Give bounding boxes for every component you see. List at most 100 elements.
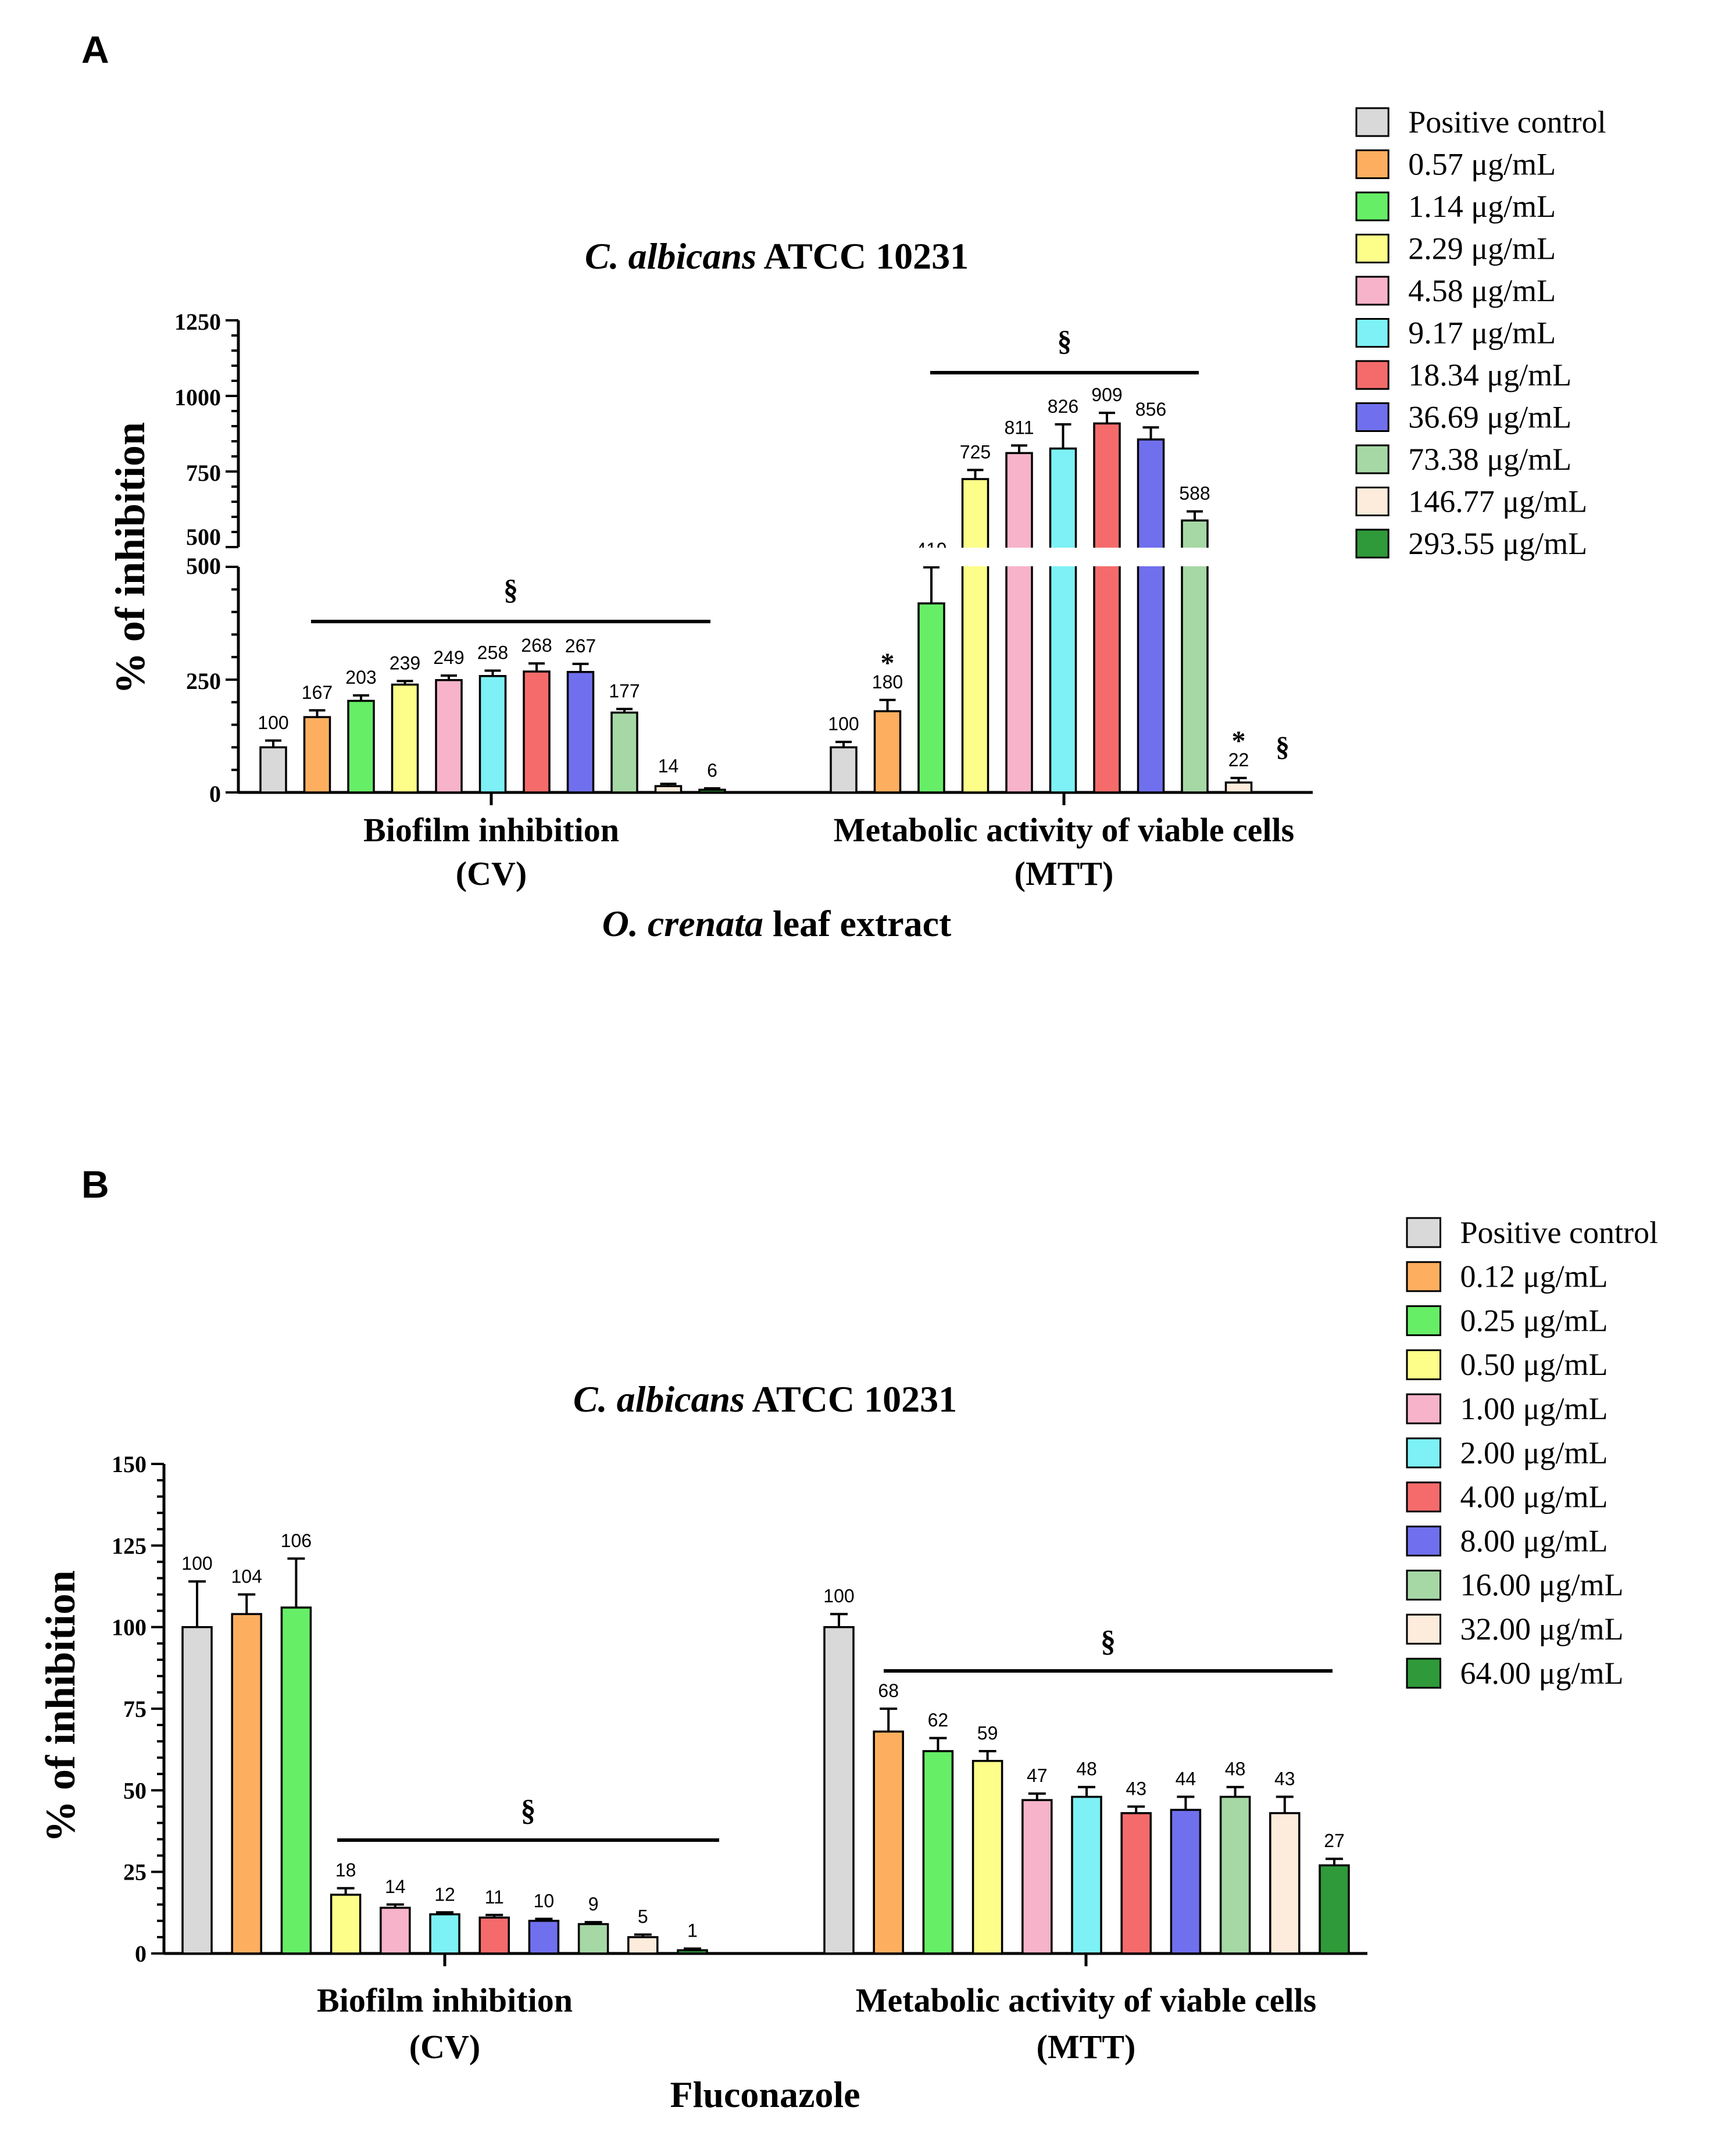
value-label-b-g1-6: 43 bbox=[1126, 1778, 1146, 1799]
bar-b-g1-0 bbox=[823, 1626, 855, 1955]
value-label-b-g0-10: 1 bbox=[687, 1920, 698, 1941]
panel-a-xlabel-italic: O. crenata bbox=[602, 903, 763, 944]
value-label-b-g1-0: 100 bbox=[823, 1585, 854, 1606]
value-label-a-g1-5: 826 bbox=[1048, 396, 1078, 417]
panel-b-legend-label-6: 4.00 μg/mL bbox=[1460, 1480, 1608, 1515]
panel-b-tick-label-75: 75 bbox=[123, 1696, 147, 1722]
bar-b-g0-7 bbox=[528, 1920, 560, 1955]
panel-b-legend-label-4: 1.00 μg/mL bbox=[1460, 1391, 1608, 1426]
panel-a-legend-label-4: 4.58 μg/mL bbox=[1408, 273, 1556, 308]
panel-b-legend-swatch-6 bbox=[1406, 1481, 1441, 1513]
value-label-a-g0-5: 258 bbox=[477, 642, 508, 663]
panel-b-ylabel: % of inhibition bbox=[37, 1570, 84, 1842]
marker-a-g1-10: § bbox=[1276, 731, 1290, 762]
bar-a-g0-0 bbox=[259, 746, 287, 794]
value-label-a-g0-7: 267 bbox=[565, 635, 596, 656]
bar-b-g1-4 bbox=[1021, 1799, 1053, 1955]
bar-a-g1-1 bbox=[873, 710, 902, 794]
value-label-b-g1-2: 62 bbox=[928, 1710, 949, 1731]
panel-a-legend-label-2: 1.14 μg/mL bbox=[1408, 189, 1556, 224]
bar-a-g1-9 bbox=[1224, 781, 1253, 794]
value-label-b-g1-4: 47 bbox=[1027, 1765, 1048, 1786]
panel-a-legend-label-8: 73.38 μg/mL bbox=[1408, 442, 1571, 477]
value-label-a-g0-2: 203 bbox=[345, 667, 376, 688]
value-label-a-g0-10: 6 bbox=[707, 760, 717, 781]
panel-a-group-label-1-line1: Metabolic activity of viable cells bbox=[834, 811, 1294, 849]
bar-b-g0-3 bbox=[330, 1894, 362, 1955]
panel-a-legend-label-5: 9.17 μg/mL bbox=[1408, 315, 1556, 350]
value-label-b-g0-8: 9 bbox=[588, 1894, 599, 1915]
panel-a-tick-label-0-0: 0 bbox=[209, 781, 221, 807]
bracket-symbol-b-g1: § bbox=[1101, 1625, 1116, 1658]
value-label-b-g0-9: 5 bbox=[638, 1906, 648, 1927]
panel-b-legend-swatch-0 bbox=[1406, 1217, 1441, 1248]
bar-a-g1-4 bbox=[1005, 452, 1033, 794]
value-label-a-g1-0: 100 bbox=[828, 713, 859, 734]
bar-b-g1-6 bbox=[1120, 1812, 1152, 1955]
value-label-a-g0-8: 177 bbox=[609, 680, 640, 701]
value-label-a-g0-0: 100 bbox=[258, 712, 288, 733]
panel-b-group-label-0-line1: Biofilm inhibition bbox=[317, 1981, 573, 2019]
panel-b-legend-label-0: Positive control bbox=[1460, 1215, 1658, 1250]
panel-a-xlabel: O. crenata leaf extract bbox=[602, 903, 952, 944]
panel-a-legend-swatch-4 bbox=[1355, 276, 1389, 306]
bar-b-g0-0 bbox=[181, 1626, 213, 1955]
panel-b-legend-label-9: 32.00 μg/mL bbox=[1460, 1612, 1624, 1646]
panel-b-xlabel-rest: Fluconazole bbox=[670, 2074, 860, 2115]
panel-b-group-label-1-line1: Metabolic activity of viable cells bbox=[856, 1981, 1316, 2019]
bar-a-g1-3 bbox=[961, 478, 990, 794]
value-label-b-g0-3: 18 bbox=[335, 1860, 356, 1881]
panel-b-group-label-1-line2: (MTT) bbox=[1037, 2028, 1136, 2066]
bar-b-g1-3 bbox=[971, 1760, 1003, 1955]
value-label-a-g1-3: 725 bbox=[960, 441, 991, 462]
value-label-a-g0-4: 249 bbox=[433, 647, 464, 668]
value-label-b-g0-0: 100 bbox=[181, 1553, 212, 1574]
panel-b-title-italic: C. albicans bbox=[573, 1378, 745, 1420]
panel-a-axis-break-mask bbox=[913, 548, 1227, 566]
panel-a-group-label-1-line2: (MTT) bbox=[1015, 855, 1114, 892]
value-label-b-g1-3: 59 bbox=[977, 1723, 998, 1744]
panel-a-legend-swatch-7 bbox=[1355, 402, 1389, 432]
bar-b-g0-2 bbox=[280, 1606, 312, 1955]
bar-a-g0-4 bbox=[435, 679, 463, 794]
panel-a-tick-label-1-500: 500 bbox=[186, 524, 221, 550]
panel-b-legend-label-8: 16.00 μg/mL bbox=[1460, 1567, 1624, 1602]
bar-b-g0-1 bbox=[231, 1613, 262, 1955]
panel-a-legend-label-1: 0.57 μg/mL bbox=[1408, 147, 1556, 181]
bar-a-g0-9 bbox=[654, 785, 683, 794]
panel-b-legend-swatch-2 bbox=[1406, 1305, 1441, 1337]
panel-a-group-label-0-line2: (CV) bbox=[456, 855, 527, 892]
panel-b-group-label-0-line2: (CV) bbox=[409, 2028, 480, 2066]
panel-b-legend-label-1: 0.12 μg/mL bbox=[1460, 1259, 1608, 1294]
panel-a-legend-swatch-9 bbox=[1355, 487, 1389, 516]
value-label-a-g1-7: 856 bbox=[1135, 399, 1166, 420]
panel-a-xlabel-rest: leaf extract bbox=[763, 903, 952, 944]
bar-b-g0-5 bbox=[429, 1913, 460, 1955]
panel-a-title: C. albicans ATCC 10231 bbox=[585, 235, 969, 277]
bar-a-g1-2 bbox=[917, 602, 945, 794]
panel-b-xlabel: Fluconazole bbox=[670, 2074, 860, 2115]
value-label-a-g0-3: 239 bbox=[390, 652, 420, 673]
panel-b-legend-swatch-7 bbox=[1406, 1526, 1441, 1557]
panel-a-legend-swatch-3 bbox=[1355, 234, 1389, 263]
value-label-a-g1-6: 909 bbox=[1091, 384, 1122, 405]
panel-b-tick-label-25: 25 bbox=[123, 1859, 147, 1885]
value-label-b-g0-1: 104 bbox=[231, 1566, 262, 1587]
panel-a-legend-label-7: 36.69 μg/mL bbox=[1408, 399, 1571, 434]
bar-b-g0-6 bbox=[478, 1916, 510, 1955]
marker-a-g1-1: * bbox=[881, 648, 895, 678]
panel-b-title-rest: ATCC 10231 bbox=[745, 1378, 957, 1420]
panel-a-tick-label-1-1000: 1000 bbox=[174, 384, 221, 410]
value-label-b-g1-8: 48 bbox=[1225, 1759, 1246, 1780]
bar-b-g0-4 bbox=[380, 1906, 411, 1955]
value-label-b-g1-7: 44 bbox=[1176, 1769, 1196, 1790]
panel-b-legend-label-10: 64.00 μg/mL bbox=[1460, 1656, 1624, 1691]
bar-b-g0-10 bbox=[677, 1949, 708, 1955]
panel-b-tick-label-150: 150 bbox=[112, 1451, 147, 1477]
value-label-b-g1-10: 27 bbox=[1324, 1830, 1345, 1851]
panel-b-legend-label-3: 0.50 μg/mL bbox=[1460, 1347, 1608, 1382]
panel-b-legend-swatch-5 bbox=[1406, 1437, 1441, 1469]
panel-a-legend-swatch-6 bbox=[1355, 360, 1389, 390]
bar-a-g1-0 bbox=[830, 746, 858, 794]
